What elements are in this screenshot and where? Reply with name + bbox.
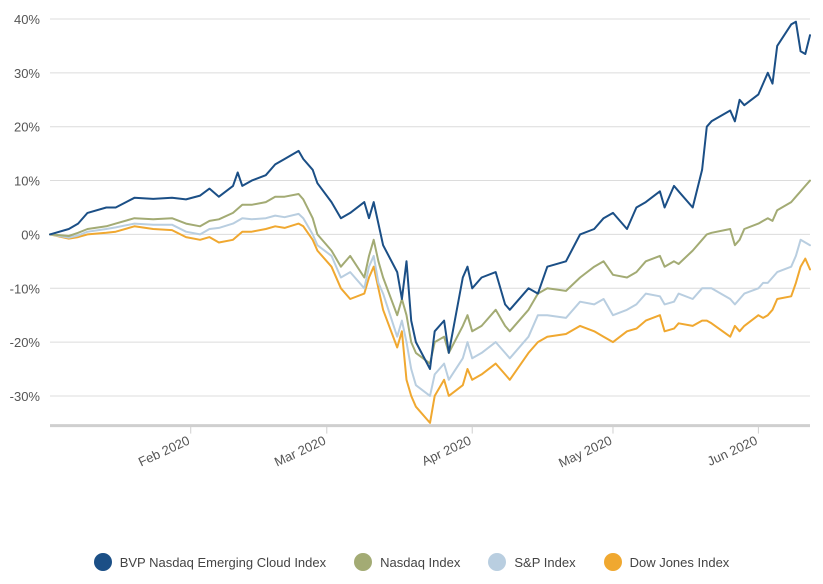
legend-label-dow: Dow Jones Index xyxy=(629,554,730,570)
gridlines xyxy=(50,18,810,428)
legend-item-dow[interactable]: Dow Jones Index xyxy=(603,553,730,571)
y-tick-label: 30% xyxy=(14,66,40,81)
x-tick-label: May 2020 xyxy=(556,433,614,471)
y-tick-label: -20% xyxy=(10,335,41,350)
x-tick-label: Feb 2020 xyxy=(136,433,192,470)
legend-dot-dow xyxy=(603,553,622,571)
x-tick-label: Mar 2020 xyxy=(272,433,328,470)
series-line-1 xyxy=(49,179,811,365)
series-line-2 xyxy=(49,212,811,397)
legend-item-sp[interactable]: S&P Index xyxy=(488,553,576,571)
legend-label-sp: S&P Index xyxy=(514,554,576,570)
legend-label-nasdaq: Nasdaq Index xyxy=(380,554,461,570)
y-tick-label: 0% xyxy=(21,227,40,242)
y-tick-label: 20% xyxy=(14,120,40,135)
series-lines xyxy=(49,20,811,424)
legend-item-bvp[interactable]: BVP Nasdaq Emerging Cloud Index xyxy=(93,553,327,571)
y-tick-label: -10% xyxy=(10,281,41,296)
y-tick-label: 10% xyxy=(14,174,40,189)
legend-dot-sp xyxy=(488,553,507,571)
y-tick-label: -30% xyxy=(10,389,41,404)
y-axis-ticks: 40% 30% 20% 10% 0% -10% -20% -30% xyxy=(10,12,41,404)
x-axis-ticks: Feb 2020 Mar 2020 Apr 2020 May 2020 Jun 2020 xyxy=(136,425,760,471)
legend-dot-bvp xyxy=(93,553,112,571)
x-tick-label: Apr 2020 xyxy=(419,433,473,469)
y-tick-label: 40% xyxy=(14,12,40,27)
legend: BVP Nasdaq Emerging Cloud Index Nasdaq I… xyxy=(0,550,823,574)
legend-dot-nasdaq xyxy=(354,553,373,571)
legend-label-bvp: BVP Nasdaq Emerging Cloud Index xyxy=(119,554,327,570)
x-tick-label: Jun 2020 xyxy=(705,433,760,469)
legend-item-nasdaq[interactable]: Nasdaq Index xyxy=(354,553,460,571)
series-line-0 xyxy=(49,20,811,370)
series-line-3 xyxy=(49,222,811,424)
